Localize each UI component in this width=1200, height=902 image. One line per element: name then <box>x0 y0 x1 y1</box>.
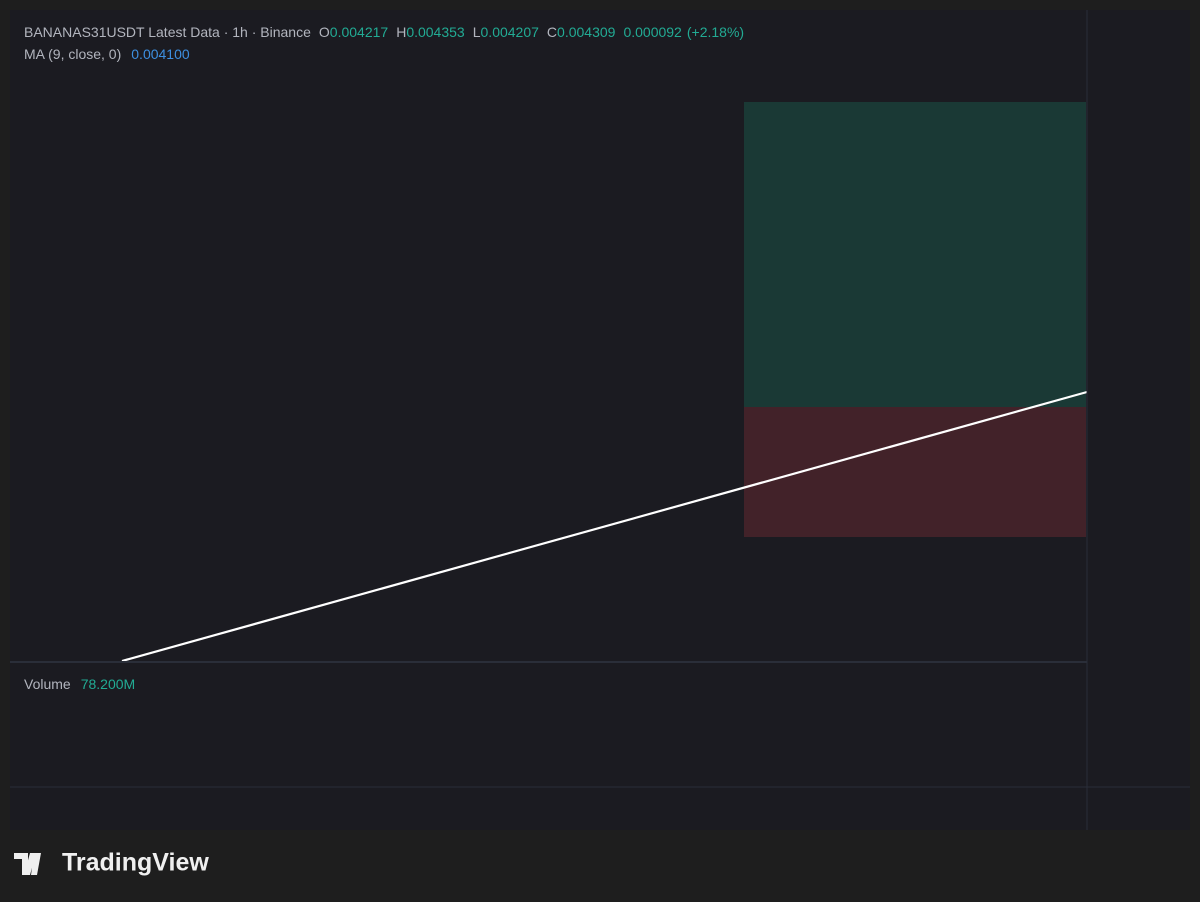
target-zone <box>744 102 1086 407</box>
title: BANANAS31USDT Latest Data · 1h · Binance <box>24 24 311 40</box>
ohlc-value: 0.004207 <box>481 24 540 40</box>
change-pct: (+2.18%) <box>687 24 744 40</box>
header: BANANAS31USDT Latest Data · 1h · Binance… <box>24 24 744 40</box>
change: 0.000092 <box>623 24 682 40</box>
volume-value: 78.200M <box>81 676 135 692</box>
ohlc-value: 0.004217 <box>330 24 389 40</box>
volume-name: Volume <box>24 676 71 692</box>
stop-zone <box>744 407 1086 537</box>
ohlc-value: 0.004309 <box>557 24 616 40</box>
ohlc-label: C <box>547 24 557 40</box>
ma-legend: MA (9, close, 0) 0.004100 <box>24 46 190 62</box>
volume-legend: Volume 78.200M <box>24 676 135 692</box>
trend-line <box>121 390 1088 663</box>
ma-value: 0.004100 <box>131 46 190 62</box>
ohlc-value: 0.004353 <box>406 24 465 40</box>
ohlc-label: L <box>473 24 481 40</box>
logo: TradingView <box>14 849 209 877</box>
ma-name: MA (9, close, 0) <box>24 46 121 62</box>
ohlc-label: H <box>396 24 406 40</box>
ohlc-label: O <box>319 24 330 40</box>
logo-dot <box>31 853 37 859</box>
logo-text: TradingView <box>62 849 209 877</box>
